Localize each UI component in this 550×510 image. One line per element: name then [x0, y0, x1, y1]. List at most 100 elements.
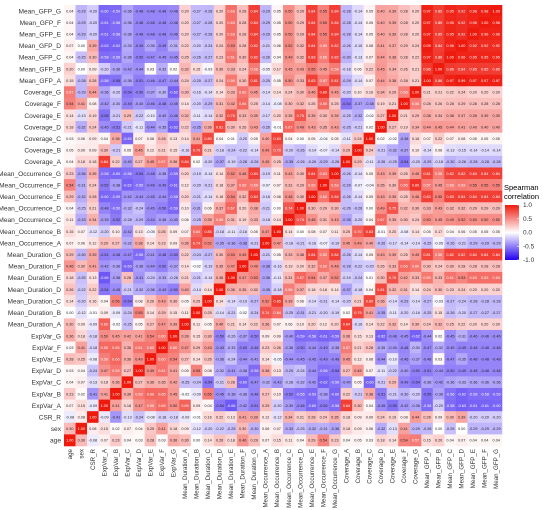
heatmap-cell	[478, 121, 491, 133]
heatmap-cell	[398, 144, 411, 157]
heatmap-cell	[110, 144, 122, 157]
heatmap-cell	[363, 283, 376, 296]
heatmap-cell	[317, 179, 330, 191]
cell-value-label: 0.15	[170, 311, 177, 315]
cell-value-label: 0.16	[89, 299, 96, 303]
heatmap-cell	[306, 411, 318, 424]
legend-title-line-1: Spearman	[504, 183, 539, 192]
heatmap-cell	[432, 341, 445, 354]
heatmap-cell	[248, 213, 261, 226]
heatmap-cell	[490, 225, 503, 238]
heatmap-cell	[190, 387, 203, 400]
heatmap-cell	[271, 213, 284, 226]
heatmap-cell	[317, 387, 330, 400]
cell-value-label: -0.48	[146, 21, 155, 25]
heatmap-cell	[121, 213, 134, 226]
heatmap-cell	[236, 283, 249, 296]
cell-value-label: 0.39	[389, 9, 396, 13]
cell-value-label: -0.12	[77, 311, 86, 315]
cell-value-label: -0.16	[273, 265, 282, 269]
heatmap-cell	[75, 295, 88, 308]
heatmap-cell	[398, 132, 411, 145]
heatmap-cell	[179, 109, 192, 122]
cell-value-label: -0.50	[238, 346, 247, 350]
heatmap-cell	[432, 283, 445, 296]
cell-value-label: 0.09	[366, 415, 373, 419]
heatmap-cell	[329, 97, 341, 110]
heatmap-cell	[156, 202, 169, 215]
heatmap-cell	[190, 353, 203, 366]
cell-value-label: 0.35	[158, 381, 165, 385]
heatmap-cell	[329, 63, 341, 75]
heatmap-cell	[75, 179, 88, 191]
cell-value-label: -0.25	[181, 381, 190, 385]
cell-value-label: -0.27	[423, 299, 432, 303]
heatmap-cell	[352, 306, 364, 319]
cell-value-label: 0.03	[66, 346, 73, 350]
cell-value-label: -0.11	[227, 230, 235, 234]
cell-value-label: 0.39	[250, 415, 257, 419]
cell-value-label: -0.28	[238, 160, 247, 164]
heatmap-cell	[421, 179, 434, 191]
heatmap-cell	[271, 167, 284, 180]
heatmap-cell	[271, 248, 284, 261]
heatmap-cell	[398, 376, 411, 389]
heatmap-cell	[133, 86, 145, 99]
cell-value-label: 0.14	[204, 288, 211, 292]
cell-value-label: 0.43	[308, 125, 315, 129]
cell-value-label: 0.22	[181, 125, 188, 129]
cell-value-label: 0.30	[308, 207, 315, 211]
heatmap-cell	[363, 155, 376, 168]
heatmap-cell	[213, 399, 226, 412]
heatmap-cell	[213, 39, 226, 52]
cell-value-label: 0.23	[112, 439, 119, 443]
cell-value-label: 0.14	[181, 265, 188, 269]
heatmap-cell	[248, 63, 261, 75]
cell-value-label: -0.47	[158, 79, 167, 83]
heatmap-cell	[283, 190, 295, 203]
cell-value-label: 0.18	[78, 160, 85, 164]
heatmap-cell	[386, 318, 399, 331]
heatmap-cell	[467, 341, 480, 354]
cell-value-label: 0.42	[400, 276, 407, 280]
cell-value-label: 0.15	[66, 79, 73, 83]
heatmap-cell	[421, 271, 434, 284]
heatmap-cell	[259, 167, 272, 180]
cell-value-label: -0.20	[88, 33, 97, 37]
cell-value-label: 0.30	[78, 265, 85, 269]
heatmap-cell	[64, 399, 76, 412]
cell-value-label: 0.20	[435, 439, 442, 443]
cell-value-label: 0.46	[308, 91, 315, 95]
row-label: Coverage_F	[25, 101, 61, 108]
cell-value-label: 0.67	[377, 218, 384, 222]
heatmap-cell	[248, 329, 261, 342]
column-label: Coverage_C	[366, 448, 373, 483]
cell-value-label: 0.05	[469, 137, 476, 141]
heatmap-cell	[363, 97, 376, 110]
heatmap-cell	[98, 271, 111, 284]
heatmap-cell	[144, 97, 157, 110]
cell-value-label: 0.09	[89, 149, 96, 153]
cell-value-label: 0.39	[389, 33, 396, 37]
cell-value-label: -0.47	[123, 253, 132, 257]
cell-value-label: 0.28	[481, 102, 488, 106]
cell-value-label: 0.55	[320, 9, 327, 13]
cell-value-label: 0.27	[135, 381, 142, 385]
heatmap-cell	[329, 248, 341, 261]
cell-value-label: 0.10	[112, 230, 119, 234]
heatmap-cell	[121, 399, 134, 412]
cell-value-label: -0.20	[434, 404, 443, 408]
heatmap-cell	[156, 97, 169, 110]
heatmap-cell	[167, 341, 180, 354]
cell-value-label: 0.29	[124, 114, 131, 118]
cell-value-label: -0.36	[123, 79, 132, 83]
heatmap-cell	[478, 306, 491, 319]
cell-value-label: 0.84	[331, 253, 338, 257]
heatmap-cell	[329, 155, 341, 168]
heatmap-cell	[133, 295, 145, 308]
cell-value-label: 0.07	[274, 427, 281, 431]
cell-value-label: 0.20	[493, 288, 500, 292]
cell-value-label: -0.58	[307, 334, 316, 338]
heatmap-cell	[444, 260, 457, 273]
heatmap-cell	[444, 399, 457, 412]
